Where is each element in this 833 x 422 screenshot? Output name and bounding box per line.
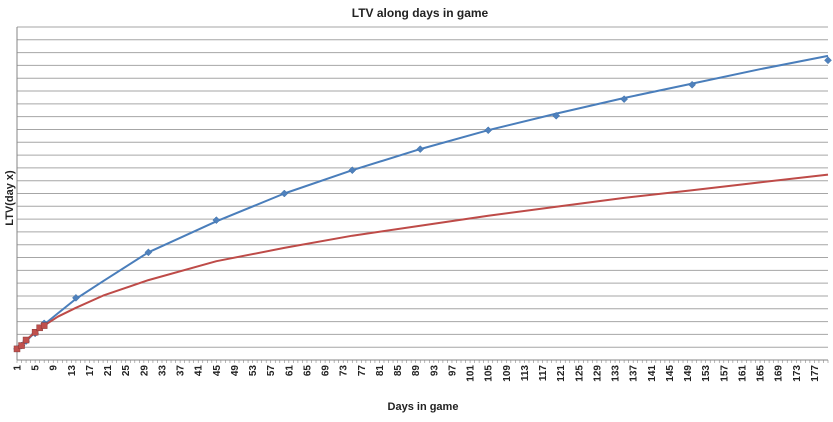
- x-axis-title: Days in game: [388, 401, 459, 413]
- x-tick-label: 17: [85, 365, 96, 377]
- x-tick-label: 49: [230, 365, 241, 377]
- x-tick-label: 21: [103, 365, 114, 377]
- x-tick-label: 165: [756, 365, 767, 382]
- x-tick-label: 65: [302, 365, 313, 377]
- x-tick-label: 109: [502, 365, 513, 382]
- data-point-square: [18, 342, 25, 349]
- x-tick-label: 173: [792, 365, 803, 382]
- x-tick-label: 113: [520, 365, 531, 382]
- x-tick-label: 117: [538, 365, 549, 382]
- gridlines: [17, 26, 828, 348]
- data-point-diamond: [620, 95, 628, 104]
- x-tick-label: 89: [411, 365, 422, 377]
- x-tick-label: 129: [592, 365, 603, 382]
- x-tick-label: 105: [484, 365, 495, 382]
- data-point-diamond: [72, 293, 80, 302]
- x-tick-label: 57: [266, 365, 277, 377]
- x-tick-label: 93: [429, 365, 440, 377]
- trendline: [16, 173, 829, 350]
- x-tick-label: 177: [810, 365, 821, 382]
- x-tick-label: 73: [339, 365, 350, 377]
- x-tick-label: 77: [357, 365, 368, 377]
- x-tick-label: 13: [67, 365, 78, 377]
- x-tick-label: 85: [393, 365, 404, 377]
- x-tick-label: 121: [556, 365, 567, 382]
- data-point-diamond: [144, 248, 153, 257]
- x-tick-label: 169: [774, 365, 785, 382]
- trendline: [16, 54, 829, 351]
- x-tick-label: 141: [647, 365, 658, 382]
- data-point-diamond: [212, 216, 221, 224]
- x-tick-label: 5: [31, 365, 42, 371]
- x-tick-label: 81: [375, 365, 386, 377]
- x-tick-label: 153: [701, 365, 712, 382]
- data-point-diamond: [280, 189, 289, 198]
- chart-title: LTV along days in game: [352, 6, 489, 20]
- data-point-diamond: [824, 56, 832, 65]
- data-point-diamond: [348, 166, 357, 175]
- x-tick-label: 29: [139, 365, 150, 377]
- x-tick-label: 157: [719, 365, 730, 382]
- x-tick-label: 145: [665, 365, 676, 382]
- x-tick-label: 33: [157, 365, 168, 377]
- x-tick-label: 41: [194, 365, 205, 377]
- x-tick-label: 25: [121, 365, 132, 377]
- data-point-diamond: [552, 111, 561, 120]
- y-axis-title: LTV(day x): [4, 170, 16, 226]
- x-tick-label: 149: [683, 365, 694, 382]
- x-tick-label: 137: [629, 365, 640, 382]
- data-point-diamond: [484, 126, 493, 135]
- axes: [16, 27, 828, 361]
- x-tick-label: 45: [212, 365, 223, 377]
- data-point-square: [13, 345, 21, 353]
- x-tick-label: 37: [176, 365, 187, 377]
- x-tick-label: 101: [466, 365, 477, 382]
- x-tick-label: 1: [13, 365, 24, 371]
- x-tick-label: 9: [49, 365, 60, 371]
- x-tick-label: 125: [574, 365, 585, 382]
- x-tick-label: 161: [737, 365, 748, 382]
- x-tick-labels: 1 5 9 13 17 21 25 29 33 37 41 45 49 53 57 61 65 69 73 77 81 8…: [13, 360, 829, 382]
- x-tick-label: 133: [611, 365, 622, 382]
- x-tick-label: 61: [284, 365, 295, 377]
- data-point-square: [31, 329, 39, 336]
- x-tick-label: 97: [447, 365, 458, 377]
- x-tick-label: 69: [321, 365, 332, 377]
- series: [13, 54, 832, 353]
- x-tick-label: 53: [248, 365, 259, 377]
- data-point-square: [22, 336, 30, 344]
- data-point-diamond: [416, 145, 425, 153]
- data-point-diamond: [688, 80, 696, 89]
- data-point-square: [40, 322, 48, 329]
